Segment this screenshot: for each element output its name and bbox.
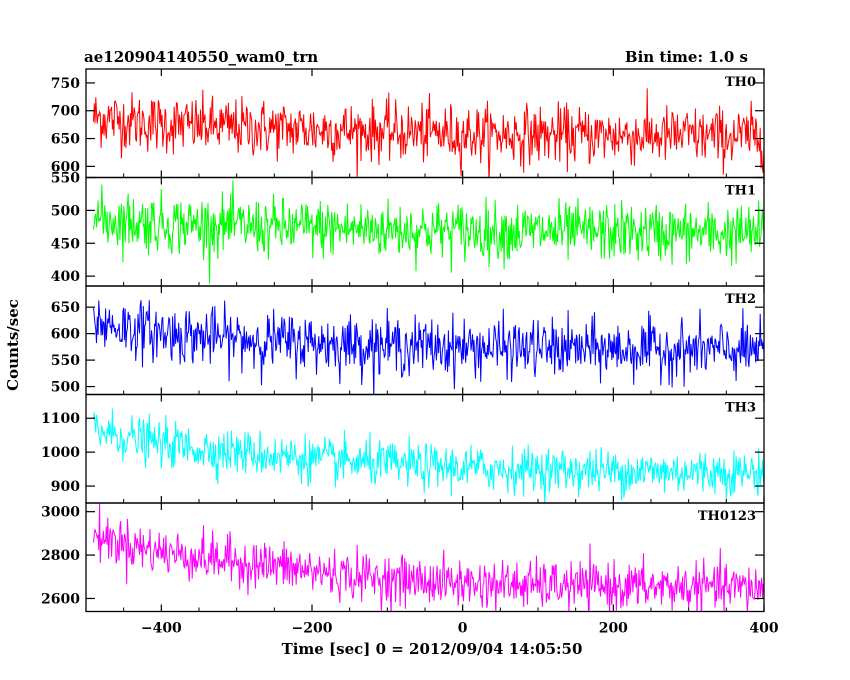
y-tick-label: 3000 xyxy=(41,505,80,521)
panel-th3: 900 1000 1100 TH3 xyxy=(41,393,765,504)
y-tick-label: 900 xyxy=(51,479,80,495)
y-tick-label: 750 xyxy=(51,76,80,92)
y-tick-label: 1100 xyxy=(41,411,80,427)
panel-label: TH3 xyxy=(725,401,756,416)
panel-th0: 600 650 700 750 TH0 xyxy=(51,68,765,179)
panel-label: TH1 xyxy=(725,184,756,199)
y-tick-label: 650 xyxy=(51,300,80,316)
y-tick-label: 500 xyxy=(51,203,80,219)
y-axis-label: Counts/sec xyxy=(4,299,22,391)
x-axis: −400 −200 0 200 400 xyxy=(141,621,779,637)
panel-frame xyxy=(85,285,765,396)
y-tick-label: 550 xyxy=(51,171,80,187)
x-tick-label: 200 xyxy=(599,621,628,637)
x-tick-label: −200 xyxy=(292,621,333,637)
panel-frame xyxy=(85,502,765,613)
y-tick-label: 500 xyxy=(51,380,80,396)
panel-th2: 500 550 600 650 TH2 xyxy=(51,285,765,396)
x-axis-label: Time [sec] 0 = 2012/09/04 14:05:50 xyxy=(282,640,583,658)
series-th1 xyxy=(93,180,764,284)
panel-th0123: 2600 2800 3000 TH0123 xyxy=(41,502,765,613)
y-tick-label: 700 xyxy=(51,104,80,120)
series-th2 xyxy=(93,300,764,395)
y-tick-label: 400 xyxy=(51,269,80,285)
x-tick-label: 400 xyxy=(749,621,778,637)
y-tick-label: 600 xyxy=(51,159,80,175)
chart-title: ae120904140550_wam0_trn xyxy=(84,48,318,66)
bin-time-label: Bin time: 1.0 s xyxy=(625,48,748,66)
x-tick-label: −400 xyxy=(141,621,182,637)
y-tick-label: 1000 xyxy=(41,445,80,461)
panel-th1: 400 450 500 550 TH1 xyxy=(51,171,765,287)
y-tick-label: 2600 xyxy=(41,591,80,607)
y-tick-label: 600 xyxy=(51,327,80,343)
y-tick-label: 650 xyxy=(51,132,80,148)
panel-label: TH0123 xyxy=(698,509,756,524)
y-tick-label: 2800 xyxy=(41,548,80,564)
panel-label: TH2 xyxy=(725,292,756,307)
x-tick-label: 0 xyxy=(458,621,468,637)
panel-label: TH0 xyxy=(725,75,756,90)
series-th0123 xyxy=(93,503,764,612)
y-tick-label: 450 xyxy=(51,236,80,252)
series-th0 xyxy=(93,88,764,178)
y-tick-label: 550 xyxy=(51,353,80,369)
series-th3 xyxy=(93,408,764,503)
